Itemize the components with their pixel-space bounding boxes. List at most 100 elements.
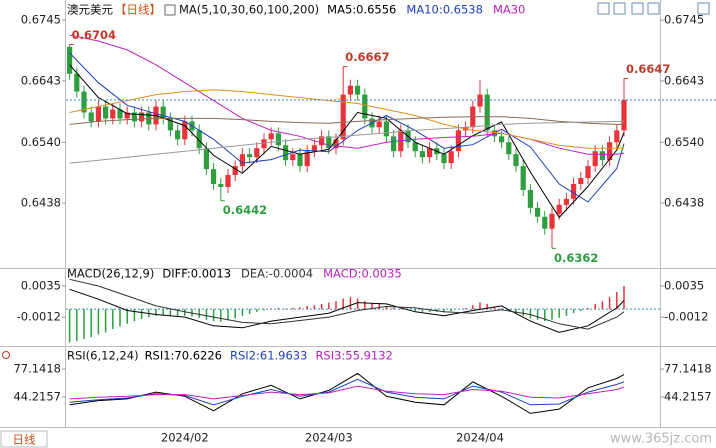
period-button[interactable]: 日线	[13, 433, 36, 447]
candle-body	[355, 85, 361, 95]
indicator-line	[69, 288, 625, 333]
candle-body	[225, 175, 231, 187]
candle-body	[275, 133, 281, 146]
candle-body	[427, 148, 433, 158]
candle-body	[362, 94, 368, 119]
y-tick-label-right: -0.0012	[664, 310, 708, 324]
annotation-label: 0.6647	[626, 62, 670, 76]
candle-body	[499, 136, 505, 143]
candle-body	[455, 130, 461, 152]
date-label: 2024/03	[305, 431, 353, 445]
zoom-out-icon[interactable]	[613, 2, 626, 15]
period-button-box[interactable]	[0, 430, 48, 448]
candle-body	[74, 73, 80, 92]
candle-body	[419, 151, 425, 158]
candle-body	[578, 178, 584, 184]
candle-body	[95, 106, 101, 122]
candle-body	[383, 121, 389, 137]
candle-body	[211, 169, 217, 184]
legend-text: RSI(6,12,24)	[67, 349, 139, 363]
indicator-line	[69, 116, 624, 125]
indicator-line	[69, 385, 625, 400]
candle-body	[585, 166, 591, 179]
legend-text: MA5:0.6556	[327, 3, 396, 17]
y-tick-label: -0.0012	[17, 310, 61, 324]
candle-body	[571, 183, 577, 199]
indicator-line	[69, 278, 625, 330]
candle-body	[513, 154, 519, 167]
legend-text: RSI2:61.9633	[230, 349, 307, 363]
candle-body	[520, 166, 526, 190]
candle-body	[247, 154, 253, 158]
legend-text: 【日线】	[115, 3, 161, 17]
watermark: www.365jz.com	[610, 432, 712, 447]
y-tick-label: 44.2157	[13, 390, 61, 404]
candle-body	[175, 130, 181, 140]
y-tick-label-right: 0.6540	[664, 135, 704, 149]
candle-body	[203, 148, 209, 170]
legend-text: DIFF:0.0013	[162, 267, 231, 281]
candle-body	[88, 112, 94, 122]
legend-text: RSI1:70.6226	[145, 349, 222, 363]
candle-body	[167, 118, 173, 131]
candle-body	[254, 148, 260, 158]
zoom-in-icon[interactable]	[597, 2, 610, 15]
y-tick-label: 77.1418	[13, 362, 61, 376]
candle-body	[81, 91, 87, 113]
y-tick-label-right: 0.6438	[664, 196, 704, 210]
candle-body	[232, 166, 238, 176]
candle-body	[67, 46, 73, 74]
indicator-line	[69, 52, 625, 203]
candle-body	[290, 154, 296, 161]
candle-body	[283, 145, 289, 161]
indicator-line	[69, 34, 625, 155]
annotation-label: 0.6442	[223, 203, 267, 217]
legend-text: DEA:-0.0004	[241, 267, 313, 281]
rsi-settings-icon[interactable]	[2, 351, 10, 359]
candle-body	[297, 154, 303, 167]
candle-body	[117, 109, 123, 119]
candle-body	[196, 130, 202, 149]
indicator-line	[69, 120, 624, 164]
y-tick-label: 0.6745	[21, 13, 61, 27]
fullscreen-icon[interactable]	[697, 2, 710, 15]
candle-body	[391, 136, 397, 152]
candle-body	[347, 85, 353, 95]
indicator-line	[69, 89, 624, 149]
candle-body	[607, 142, 613, 161]
candle-body	[326, 136, 332, 149]
candle-body	[527, 189, 533, 208]
candle-body	[333, 139, 339, 149]
candle-body	[218, 183, 224, 187]
icon-circle	[2, 351, 10, 359]
candle-body	[268, 133, 274, 140]
candle-body	[441, 154, 447, 164]
candle-body	[614, 130, 620, 143]
candle-body	[304, 151, 310, 167]
candle-body	[477, 94, 483, 107]
candle-body	[542, 216, 548, 229]
settings-icon[interactable]	[647, 2, 660, 15]
candle-body	[103, 106, 109, 119]
indicator-line	[69, 372, 625, 414]
candle-body	[319, 136, 325, 146]
move-icon[interactable]	[631, 2, 644, 15]
legend-text: MA30	[493, 3, 525, 17]
legend-text: 澳元美元	[67, 3, 113, 17]
toolbar-icons	[597, 2, 710, 15]
candle-body	[131, 112, 137, 122]
candle-body	[124, 112, 130, 119]
y-tick-label-right: 0.6745	[664, 13, 704, 27]
candle-body	[160, 106, 166, 119]
candle-body	[599, 151, 605, 161]
legend-text: MA(5,10,30,60,100,200)	[179, 3, 319, 17]
y-tick-label-right: 77.1418	[664, 362, 712, 376]
candle-body	[261, 139, 267, 149]
candle-body	[311, 145, 317, 152]
y-tick-label: 0.0035	[21, 278, 61, 292]
candle-body	[592, 151, 598, 167]
candle-body	[110, 109, 116, 119]
candle-body	[376, 121, 382, 128]
candle-body	[556, 204, 562, 214]
